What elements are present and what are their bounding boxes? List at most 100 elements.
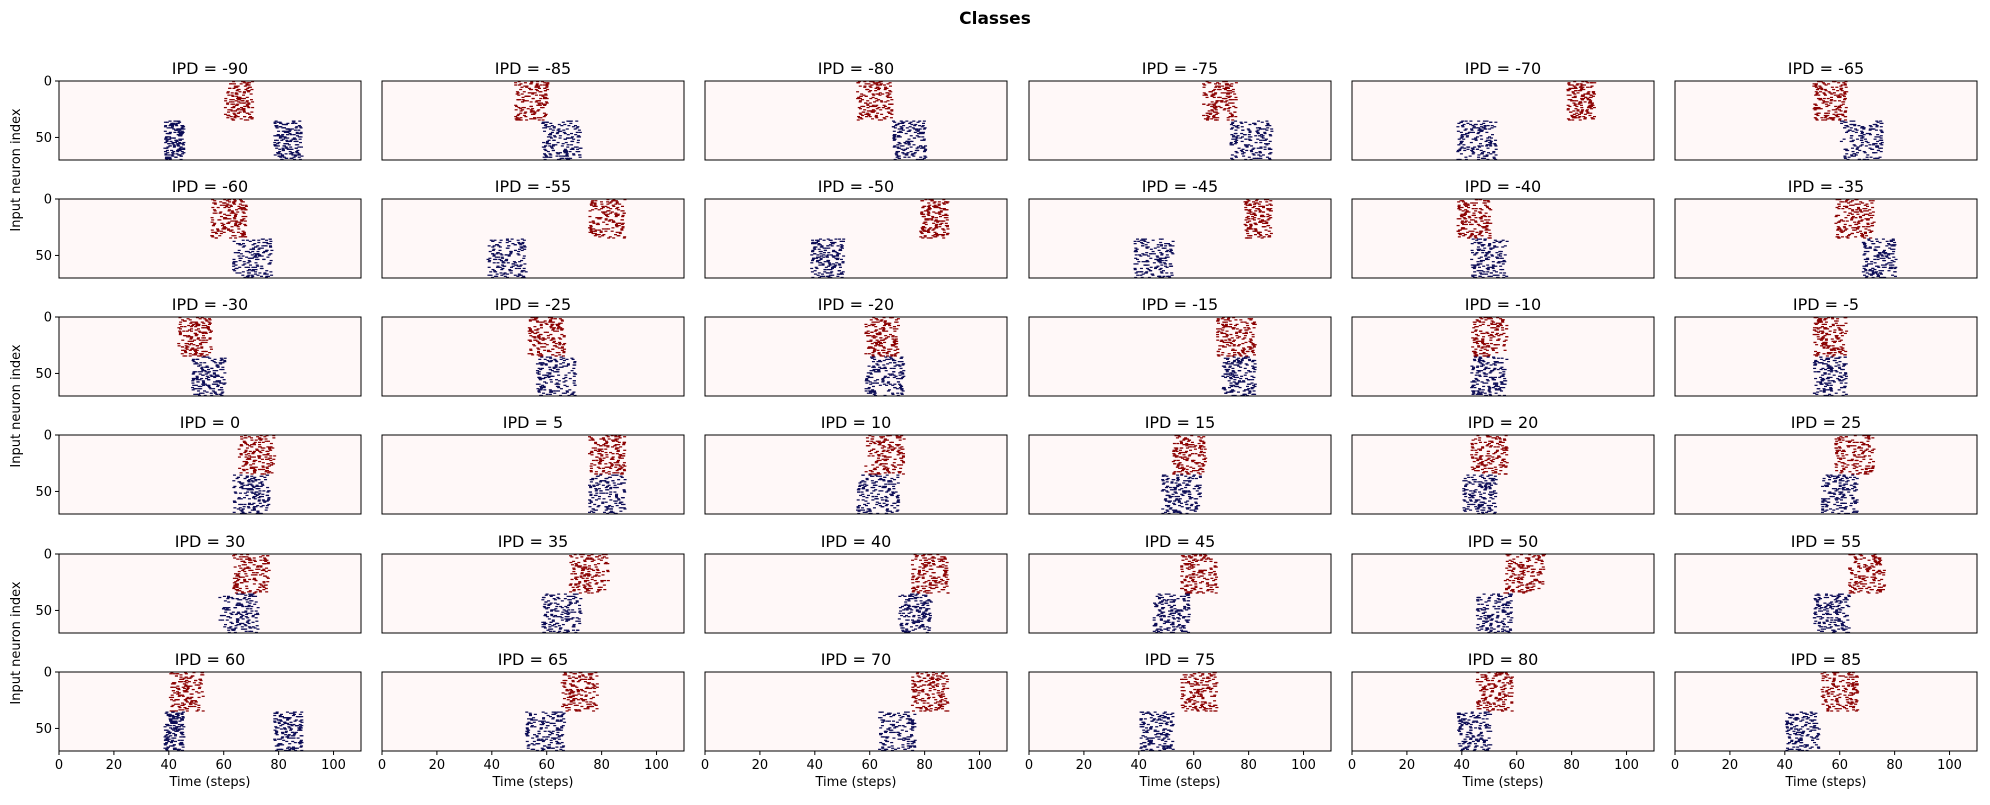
- spike-mark: [1259, 139, 1263, 141]
- spike-mark: [1837, 203, 1841, 205]
- spike-mark: [1133, 240, 1137, 242]
- spike-mark: [236, 103, 240, 105]
- spike-mark: [288, 129, 292, 131]
- spike-mark: [875, 382, 879, 384]
- spike-mark: [213, 203, 217, 205]
- spike-mark: [556, 129, 560, 131]
- spike-mark: [219, 232, 223, 235]
- spike-mark: [1478, 270, 1482, 272]
- spike-mark: [537, 109, 541, 111]
- spike-mark: [1466, 135, 1470, 137]
- spike-mark: [1460, 221, 1464, 223]
- spike-mark: [912, 144, 916, 146]
- spike-mark: [239, 222, 243, 224]
- spike-mark: [1253, 123, 1257, 126]
- spike-mark: [1837, 214, 1841, 217]
- spike-mark: [185, 330, 189, 332]
- spike-mark: [176, 134, 180, 136]
- spike-mark: [1467, 206, 1471, 209]
- spike-mark: [883, 367, 887, 370]
- spike-mark: [903, 141, 907, 144]
- spike-mark: [1463, 134, 1467, 136]
- spike-mark: [202, 382, 206, 384]
- spike-mark: [868, 390, 872, 392]
- spike-mark: [1228, 102, 1232, 104]
- spike-mark: [913, 137, 917, 139]
- spike-mark: [282, 145, 286, 147]
- spike-mark: [229, 212, 233, 214]
- spike-mark: [490, 276, 494, 279]
- spike-mark: [248, 252, 252, 254]
- spike-mark: [1873, 248, 1877, 250]
- spike-mark: [935, 232, 939, 235]
- spike-mark: [1229, 128, 1233, 130]
- spike-mark: [1459, 121, 1463, 123]
- spike-mark: [1236, 127, 1240, 129]
- spike-mark: [571, 358, 575, 360]
- spike-mark: [506, 262, 510, 264]
- spike-mark: [1844, 148, 1848, 150]
- spike-mark: [188, 355, 192, 357]
- spike-mark: [223, 382, 227, 384]
- spike-mark: [1866, 222, 1870, 224]
- spike-mark: [1485, 221, 1489, 223]
- spike-mark: [1473, 228, 1477, 230]
- spike-mark: [517, 84, 521, 86]
- spike-mark: [285, 139, 289, 141]
- spike-mark: [1488, 136, 1492, 138]
- spike-mark: [537, 367, 541, 370]
- spike-mark: [1212, 117, 1216, 119]
- spike-mark: [1843, 91, 1847, 93]
- spike-mark: [1214, 113, 1218, 115]
- spike-mark: [819, 257, 823, 259]
- spike-mark: [180, 353, 184, 355]
- spike-mark: [1477, 131, 1481, 134]
- spike-mark: [281, 130, 285, 132]
- spike-mark: [232, 81, 236, 83]
- spike-mark: [1870, 202, 1874, 204]
- spike-mark: [1871, 267, 1875, 270]
- panel-background: [705, 81, 1007, 160]
- spike-mark: [1851, 215, 1855, 218]
- spike-mark: [1460, 134, 1464, 136]
- spike-mark: [826, 238, 830, 240]
- spike-mark: [1222, 81, 1226, 83]
- spike-mark: [520, 276, 524, 279]
- spike-mark: [540, 106, 544, 109]
- spike-mark: [177, 345, 181, 347]
- spike-mark: [1153, 267, 1157, 270]
- spike-mark: [526, 108, 530, 110]
- spike-mark: [1881, 252, 1885, 254]
- spike-mark: [246, 105, 250, 108]
- spike-mark: [1887, 270, 1891, 272]
- spike-mark: [239, 206, 243, 209]
- spike-mark: [220, 382, 224, 384]
- spike-mark: [811, 276, 815, 279]
- spike-mark: [180, 150, 184, 153]
- spike-mark: [223, 213, 227, 215]
- spike-mark: [896, 147, 900, 149]
- spike-mark: [549, 361, 553, 363]
- spike-mark: [933, 204, 937, 206]
- spike-mark: [866, 372, 870, 374]
- spike-mark: [900, 377, 904, 380]
- spike-mark: [248, 264, 252, 266]
- spike-mark: [538, 321, 543, 323]
- spike-mark: [228, 101, 232, 103]
- spike-mark: [1471, 275, 1475, 277]
- spike-mark: [494, 244, 498, 246]
- spike-mark: [937, 206, 941, 209]
- spike-mark: [1578, 115, 1582, 118]
- spike-mark: [1834, 109, 1838, 111]
- spike-mark: [545, 97, 549, 100]
- spike-mark: [836, 253, 840, 255]
- spike-mark: [591, 220, 595, 222]
- spike-mark: [1263, 139, 1267, 141]
- spike-mark: [539, 388, 543, 390]
- spike-mark: [232, 112, 236, 114]
- spike-mark: [236, 252, 240, 254]
- spike-mark: [1882, 249, 1886, 252]
- spike-mark: [1837, 105, 1841, 108]
- spike-mark: [555, 323, 559, 325]
